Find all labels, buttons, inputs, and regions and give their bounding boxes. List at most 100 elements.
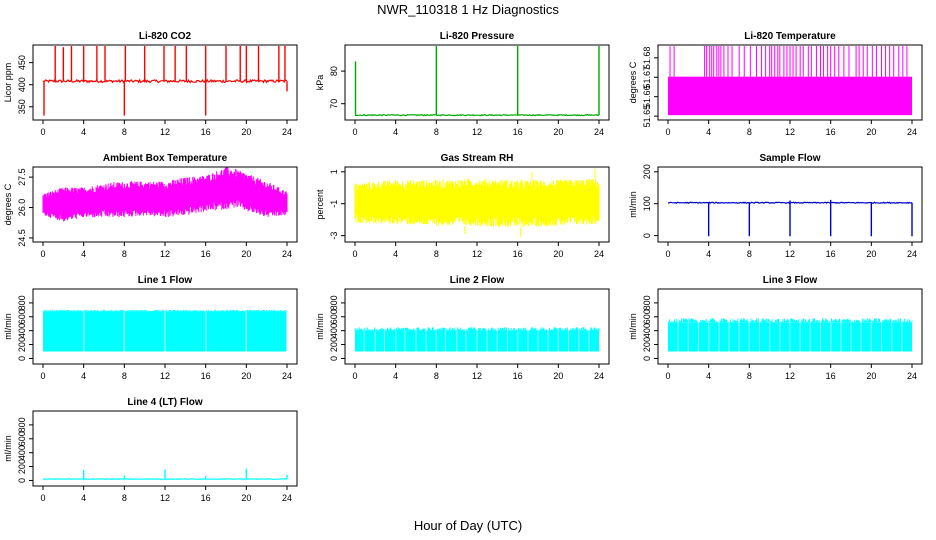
x-tick-label: 24 — [282, 249, 292, 259]
data-series — [667, 318, 913, 352]
x-tick-label: 12 — [160, 249, 170, 259]
series-band — [821, 322, 831, 352]
x-axis: 0 4 8 12 16 20 24 — [352, 363, 604, 381]
x-axis: 0 4 8 12 16 20 24 — [352, 241, 604, 259]
x-tick-label: 12 — [160, 127, 170, 137]
x-tick-label: 24 — [282, 493, 292, 503]
x-tick-label: 24 — [282, 371, 292, 381]
y-tick-label: 600 — [329, 309, 339, 324]
series-band — [405, 330, 416, 352]
x-tick-label: 16 — [201, 493, 211, 503]
series-band — [558, 330, 568, 352]
series-band — [206, 311, 246, 352]
y-tick-label: 600 — [17, 309, 27, 324]
y-tick-label: 200 — [329, 337, 339, 352]
plot-frame — [344, 288, 610, 365]
series-band — [548, 330, 558, 352]
series-band — [739, 322, 749, 352]
x-tick-label: 16 — [201, 127, 211, 137]
y-tick-label: 200 — [642, 337, 652, 352]
x-axis: 0 4 8 12 16 20 24 — [40, 241, 292, 259]
x-tick-label: 16 — [826, 371, 836, 381]
x-tick-label: 20 — [866, 249, 876, 259]
series-band — [364, 330, 375, 352]
y-axis: 350 400 450 — [17, 55, 34, 114]
chart-title: Line 3 Flow — [763, 275, 818, 286]
chart-title: Li-820 Temperature — [744, 31, 836, 42]
x-tick-label: 16 — [826, 249, 836, 259]
x-tick-label: 20 — [241, 249, 251, 259]
y-tick-label: -1 — [329, 200, 339, 208]
x-axis: 0 4 8 12 16 20 24 — [665, 119, 917, 137]
data-series — [42, 46, 288, 116]
y-tick-label: 51.67 — [642, 66, 652, 89]
y-axis-label: ml/min — [628, 313, 638, 340]
y-tick-label: 80 — [329, 66, 339, 76]
x-tick-label: 8 — [747, 249, 752, 259]
series-band — [416, 330, 426, 352]
chart-gas-stream-rh: Gas Stream RH 0 4 8 12 16 20 24 -3 -1 1 percent — [315, 153, 610, 259]
series-band — [497, 330, 507, 352]
x-tick-label: 16 — [513, 127, 523, 137]
x-tick-label: 0 — [40, 127, 45, 137]
series-band — [861, 322, 871, 352]
y-tick-label: 51.66 — [642, 85, 652, 108]
series-band — [518, 330, 528, 352]
y-tick-label: 1 — [329, 169, 339, 174]
x-tick-label: 8 — [122, 371, 127, 381]
x-tick-label: 8 — [434, 371, 439, 381]
y-tick-label: 800 — [329, 295, 339, 310]
x-tick-label: 20 — [241, 371, 251, 381]
y-axis: 0 100 200 — [642, 164, 659, 238]
data-series — [354, 168, 600, 238]
series-band — [246, 311, 287, 352]
series-band — [851, 322, 861, 352]
series-band — [84, 311, 124, 352]
y-axis: 70 80 — [329, 66, 346, 109]
y-tick-label: 200 — [17, 337, 27, 352]
chart-title: Gas Stream RH — [441, 153, 514, 164]
x-tick-label: 4 — [393, 249, 398, 259]
chart-title: Line 4 (LT) Flow — [127, 397, 203, 408]
y-axis-label: ml/min — [628, 191, 638, 218]
x-tick-label: 0 — [352, 371, 357, 381]
series-band — [508, 330, 518, 352]
x-tick-label: 8 — [747, 371, 752, 381]
x-tick-label: 0 — [352, 127, 357, 137]
x-axis: 0 4 8 12 16 20 24 — [665, 363, 917, 381]
x-tick-label: 12 — [785, 249, 795, 259]
series-band — [699, 322, 709, 352]
y-tick-label: 0 — [17, 356, 27, 361]
series-band — [668, 322, 678, 352]
y-tick-label: 24.5 — [17, 229, 27, 247]
x-tick-label: 12 — [160, 371, 170, 381]
series-band — [902, 322, 912, 352]
data-series — [43, 309, 287, 352]
y-tick-label: 51.65 — [642, 105, 652, 128]
x-tick-label: 16 — [201, 249, 211, 259]
series-band — [457, 330, 466, 352]
y-axis-label: Licor ppm — [3, 63, 13, 103]
series-edge — [43, 309, 287, 312]
series-band — [892, 322, 902, 352]
chart-title: Ambient Box Temperature — [103, 153, 228, 164]
data-series — [354, 46, 600, 117]
x-tick-label: 4 — [393, 127, 398, 137]
y-axis: 24.5 26.0 27.5 — [17, 168, 34, 247]
series-band — [466, 330, 477, 352]
x-tick-label: 4 — [706, 371, 711, 381]
x-tick-label: 0 — [665, 371, 670, 381]
y-axis-label: percent — [315, 189, 325, 220]
series-edge — [667, 318, 913, 323]
x-tick-label: 16 — [201, 371, 211, 381]
y-axis: -3 -1 1 — [329, 169, 346, 240]
x-tick-label: 12 — [472, 371, 482, 381]
x-tick-label: 0 — [40, 493, 45, 503]
series-band — [165, 311, 206, 352]
x-tick-label: 24 — [594, 371, 604, 381]
y-tick-label: 450 — [17, 55, 27, 70]
